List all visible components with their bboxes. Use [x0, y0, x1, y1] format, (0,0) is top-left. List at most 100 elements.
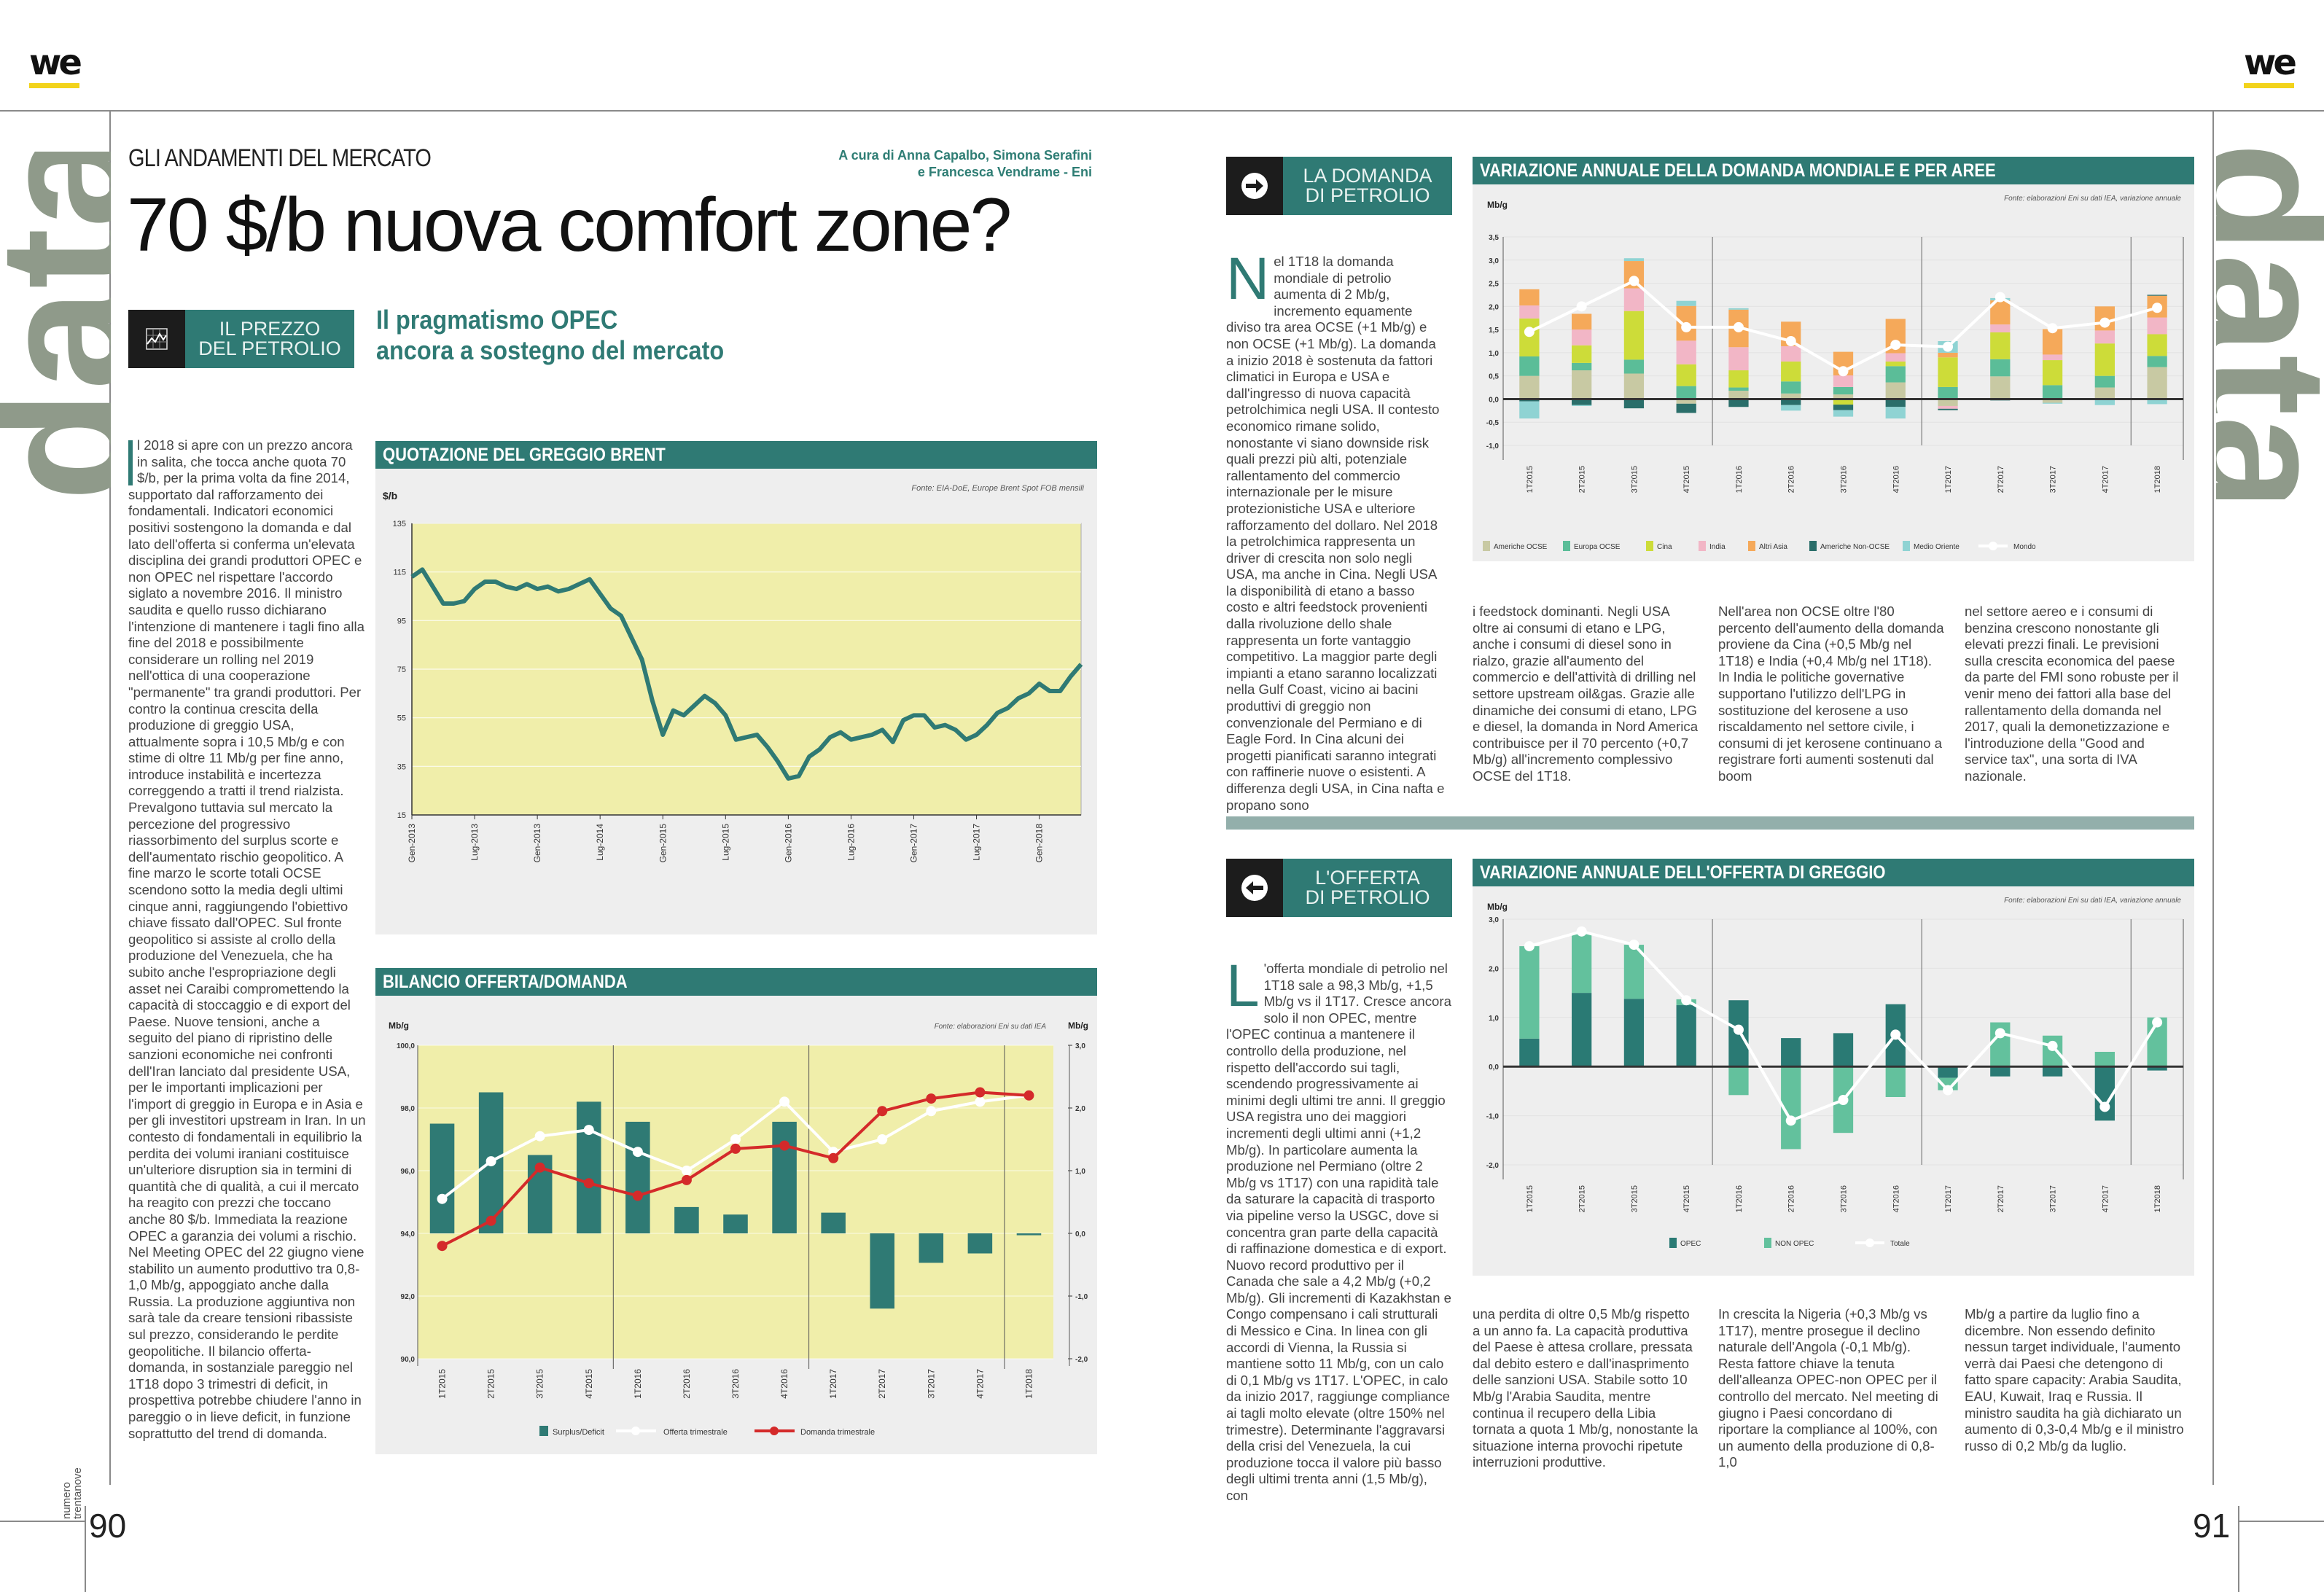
- demand-text-col1: N el 1T18 la domanda mondiale di petroli…: [1226, 246, 1445, 813]
- chart-source: Fonte: elaborazioni Eni su dati IEA, var…: [2004, 897, 2181, 905]
- stacked-bar-segment: [1519, 356, 1540, 376]
- surplus-deficit-bar: [821, 1212, 846, 1233]
- x-tick-label: 2T2015: [486, 1369, 496, 1399]
- total-point: [1524, 941, 1535, 952]
- legend-label: India: [1709, 543, 1726, 551]
- stacked-bar-segment: [1728, 387, 1749, 391]
- total-point: [2099, 1101, 2110, 1112]
- x-tick-label: 4T2015: [584, 1369, 594, 1399]
- legend-marker: [1865, 1238, 1874, 1247]
- stacked-bar-segment: [2147, 399, 2167, 405]
- x-tick-label: 3T2016: [1840, 466, 1849, 493]
- demand-point: [1023, 1090, 1034, 1101]
- stacked-bar-segment: [1623, 999, 1645, 1067]
- stacked-bar-segment: [1885, 361, 1906, 367]
- x-tick-label: Gen-2017: [909, 824, 919, 863]
- drop-cap-bar: [128, 440, 133, 485]
- logo-left: we: [29, 45, 82, 88]
- stacked-bar-segment: [1990, 324, 2011, 332]
- demand-point: [681, 1174, 692, 1185]
- total-point: [1629, 940, 1639, 951]
- stacked-bar-segment: [1885, 382, 1906, 399]
- section-header-demand: LA DOMANDA DI PETROLIO: [1226, 157, 1452, 215]
- legend-swatch: [1809, 541, 1817, 551]
- total-point: [2047, 323, 2058, 334]
- stacked-bar-segment: [1833, 399, 1854, 405]
- x-tick-label: 1T2017: [828, 1369, 838, 1399]
- brent-chart-panel: QUOTAZIONE DEL GREGGIO BRENT $/b Fonte: E…: [375, 441, 1097, 934]
- legend-swatch: [1903, 541, 1910, 551]
- x-tick-label: 1T2015: [437, 1369, 448, 1399]
- total-point: [1838, 366, 1849, 377]
- supply-text-col3: In crescita la Nigeria (+0,3 Mb/g vs 1T1…: [1718, 1306, 1938, 1470]
- demand-point: [877, 1106, 888, 1117]
- footer-rule-right: [2238, 1521, 2324, 1522]
- y-axis-label: Mb/g: [1487, 200, 1508, 210]
- section-kicker: GLI ANDAMENTI DEL MERCATO: [128, 144, 432, 172]
- x-tick-label: 1T2016: [1735, 1185, 1744, 1212]
- side-word-right: data: [2216, 142, 2324, 499]
- page-number-right: 91: [2193, 1507, 2231, 1545]
- y-tick-label-right: 0,0: [1075, 1230, 1085, 1238]
- demand-chart-panel: VARIAZIONE ANNUALE DELLA DOMANDA MONDIAL…: [1473, 157, 2194, 561]
- stacked-bar-segment: [2094, 387, 2115, 399]
- plot-area: [418, 1045, 1053, 1359]
- stacked-bar-segment: [1938, 399, 1958, 406]
- brent-chart: $/b Fonte: EIA-DoE, Europe Brent Spot FOB…: [383, 484, 1085, 863]
- stacked-bar-segment: [1519, 401, 1540, 419]
- legend-label: Surplus/Deficit: [553, 1428, 604, 1437]
- supply-point: [681, 1166, 692, 1176]
- legend-swatch: [1764, 1238, 1771, 1248]
- x-tick-label: 2T2015: [1578, 466, 1587, 493]
- stacked-bar-segment: [2042, 385, 2063, 399]
- legend-label: Europa OCSE: [1574, 543, 1621, 551]
- section-header-price: IL PREZZO DEL PETROLIO: [128, 310, 354, 368]
- footer-rule-left: [0, 1521, 86, 1522]
- stacked-bar-segment: [1938, 352, 1958, 358]
- stacked-bar-segment: [1572, 345, 1592, 363]
- stacked-bar-segment: [1519, 289, 1540, 306]
- demand-point: [730, 1143, 741, 1154]
- x-tick-label: 2T2017: [1997, 466, 2005, 493]
- stacked-bar-segment: [1728, 1066, 1749, 1096]
- x-tick-label: 3T2016: [1840, 1185, 1849, 1212]
- total-point: [1733, 1024, 1744, 1035]
- x-tick-label: 1T2018: [1023, 1369, 1034, 1399]
- chart-source: Fonte: elaborazioni Eni su dati IEA, var…: [2004, 195, 2181, 203]
- stacked-bar-segment: [1572, 362, 1592, 371]
- page-title: 70 $/b nuova comfort zone?: [127, 183, 1012, 268]
- y-tick-label: 95: [397, 617, 406, 625]
- total-point: [1576, 926, 1587, 937]
- y-tick-label: 1,0: [1489, 1015, 1499, 1023]
- stacked-bar-segment: [1676, 300, 1696, 306]
- total-point: [1890, 340, 1901, 351]
- y-axis-label-left: Mb/g: [389, 1021, 409, 1031]
- y-tick-label: -2,0: [1486, 1162, 1500, 1170]
- stacked-bar-segment: [1519, 318, 1540, 356]
- stacked-bar-segment: [1833, 394, 1854, 399]
- stacked-bar-segment: [1572, 399, 1592, 405]
- x-tick-label: 1T2017: [1944, 466, 1953, 493]
- total-point: [1524, 327, 1535, 337]
- stacked-bar-segment: [1572, 993, 1592, 1067]
- side-word-left: data: [0, 152, 111, 502]
- stacked-bar-segment: [1572, 370, 1592, 399]
- article-body-left: l 2018 si apre con un prezzo ancora in s…: [128, 437, 366, 1441]
- supply-point: [632, 1147, 643, 1158]
- demand-point: [779, 1140, 790, 1151]
- stacked-bar-segment: [1623, 258, 1645, 262]
- x-tick-label: 3T2015: [1630, 1185, 1639, 1212]
- stacked-bar-segment: [1781, 1038, 1801, 1067]
- y-tick-label: 135: [393, 520, 406, 528]
- stacked-bar-segment: [2094, 343, 2115, 376]
- arrow-right-icon: [1226, 157, 1283, 215]
- legend-label: NON OPEC: [1775, 1240, 1814, 1248]
- stacked-bar-segment: [1781, 346, 1801, 362]
- stacked-bar-segment: [2094, 330, 2115, 344]
- footer-tick-left: [85, 1506, 86, 1592]
- brent-price-line: [410, 567, 1083, 781]
- demand-point: [828, 1152, 839, 1163]
- y-tick-label: 3,5: [1489, 234, 1499, 242]
- stacked-bar-segment: [1623, 311, 1645, 360]
- demand-text-col4: nel settore aereo e i consumi di benzina…: [1965, 604, 2179, 784]
